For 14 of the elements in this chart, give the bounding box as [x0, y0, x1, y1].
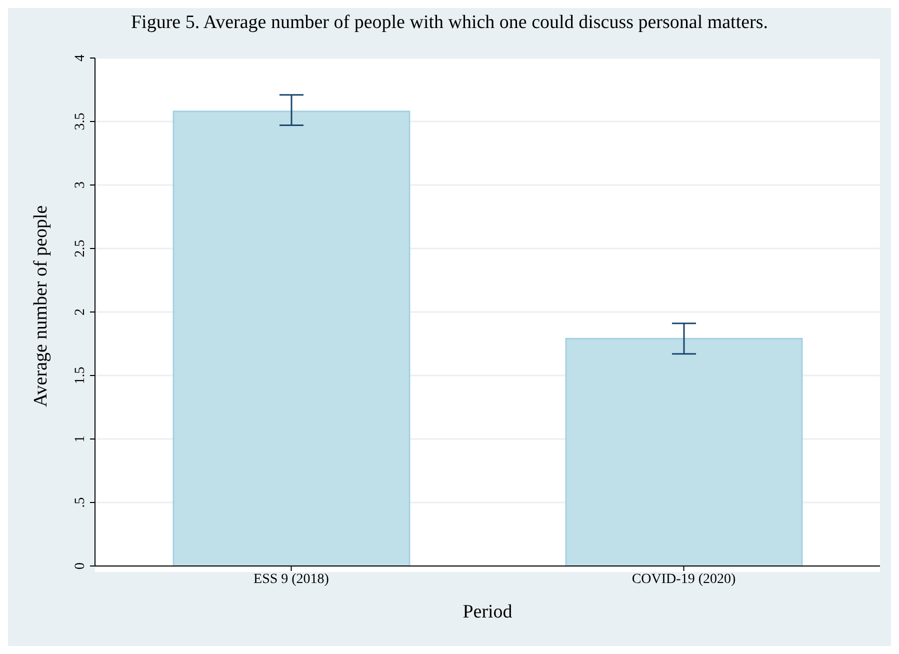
y-tick-label: .5	[73, 497, 88, 508]
chart-title: Figure 5. Average number of people with which one could discuss personal matters.	[130, 12, 770, 34]
y-axis-title: Average number of people	[30, 205, 52, 407]
y-tick-label: 3.5	[73, 112, 88, 130]
x-tick-label: ESS 9 (2018)	[254, 572, 330, 587]
y-tick-label: 1	[73, 436, 88, 442]
y-tick-label: 3	[73, 182, 88, 188]
x-axis-title: Period	[462, 601, 513, 622]
y-tick-label: 2	[73, 308, 88, 316]
y-tick-label: 2.5	[73, 240, 88, 258]
x-tick-label: COVID-19 (2020)	[632, 572, 736, 587]
y-tick-label: 0	[73, 562, 88, 570]
y-tick-label: 4	[73, 54, 88, 62]
y-tick-label: 1.5	[73, 366, 88, 384]
